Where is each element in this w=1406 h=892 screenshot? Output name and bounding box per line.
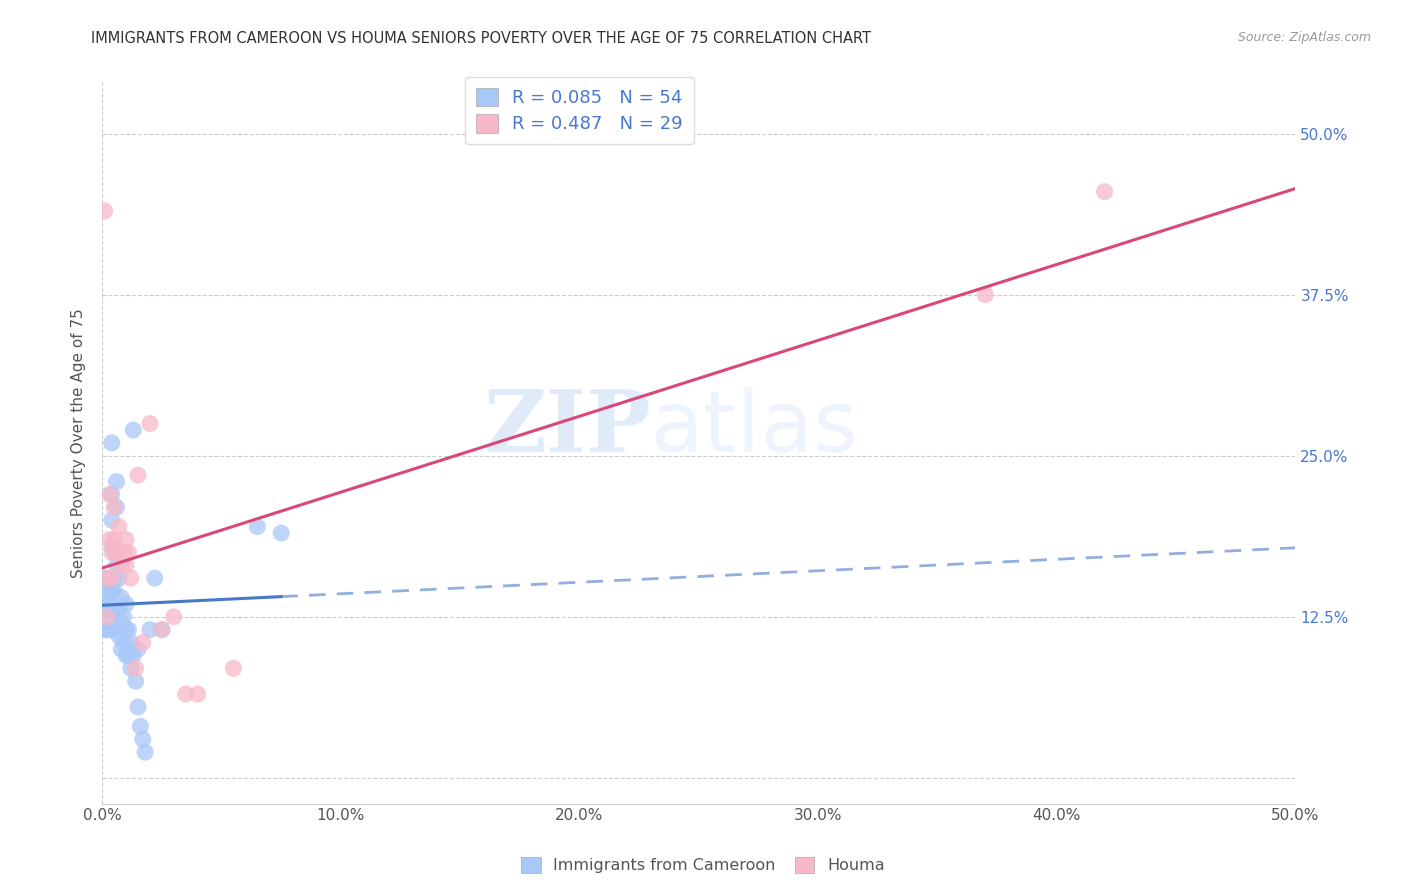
Point [103,603,125,617]
Point [103,623,125,637]
Point [132,635,155,649]
Point [120,635,142,649]
Point [108,519,131,533]
Point [98,533,121,547]
Point [110,642,132,657]
Point [110,558,132,573]
Point [93,571,115,585]
Point [103,584,125,599]
Point [98,597,121,611]
Point [124,661,146,675]
Point [115,623,138,637]
Point [108,629,131,643]
Point [127,468,149,483]
Point [108,545,131,559]
Point [222,661,245,675]
Legend: R = 0.085   N = 54, R = 0.487   N = 29: R = 0.085 N = 54, R = 0.487 N = 29 [465,77,693,145]
Point [122,648,145,663]
Point [134,745,156,759]
Y-axis label: Seniors Poverty Over the Age of 75: Seniors Poverty Over the Age of 75 [72,308,86,578]
Point [122,423,145,437]
Text: ZIP: ZIP [484,386,651,470]
Point [120,661,142,675]
Point [93,603,115,617]
Point [115,533,138,547]
Text: IMMIGRANTS FROM CAMEROON VS HOUMA SENIORS POVERTY OVER THE AGE OF 75 CORRELATION: IMMIGRANTS FROM CAMEROON VS HOUMA SENIOR… [91,31,872,46]
Point [103,571,125,585]
Point [112,635,135,649]
Point [124,674,146,689]
Point [93,623,115,637]
Point [96,609,118,624]
Point [96,571,118,585]
Point [150,623,173,637]
Point [96,571,118,585]
Point [127,700,149,714]
Point [112,609,135,624]
Point [93,204,115,219]
Point [246,519,269,533]
Text: Source: ZipAtlas.com: Source: ZipAtlas.com [1237,31,1371,45]
Point [96,584,118,599]
Point [100,436,122,450]
Point [100,539,122,553]
Point [98,603,121,617]
Point [120,571,142,585]
Point [100,487,122,501]
Point [103,545,125,559]
Point [115,648,138,663]
Point [98,487,121,501]
Point [974,287,997,301]
Point [187,687,209,701]
Point [129,719,152,733]
Point [117,545,139,559]
Point [103,500,125,515]
Point [105,545,128,559]
Point [98,623,121,637]
Point [174,687,197,701]
Point [139,417,162,431]
Point [127,642,149,657]
Point [115,597,138,611]
Point [105,475,128,489]
Point [163,609,186,624]
Point [98,616,121,631]
Point [96,597,118,611]
Point [98,584,121,599]
Point [270,526,292,541]
Point [112,545,135,559]
Point [1094,185,1116,199]
Point [96,623,118,637]
Point [105,558,128,573]
Point [139,623,162,637]
Point [117,623,139,637]
Point [110,591,132,605]
Text: atlas: atlas [651,387,859,470]
Point [150,623,173,637]
Legend: Immigrants from Cameroon, Houma: Immigrants from Cameroon, Houma [515,850,891,880]
Point [103,533,125,547]
Point [105,500,128,515]
Point [105,545,128,559]
Point [132,732,155,747]
Point [100,571,122,585]
Point [100,545,122,559]
Point [100,584,122,599]
Point [117,648,139,663]
Point [108,571,131,585]
Point [108,603,131,617]
Point [100,513,122,527]
Point [143,571,166,585]
Point [110,616,132,631]
Point [115,558,138,573]
